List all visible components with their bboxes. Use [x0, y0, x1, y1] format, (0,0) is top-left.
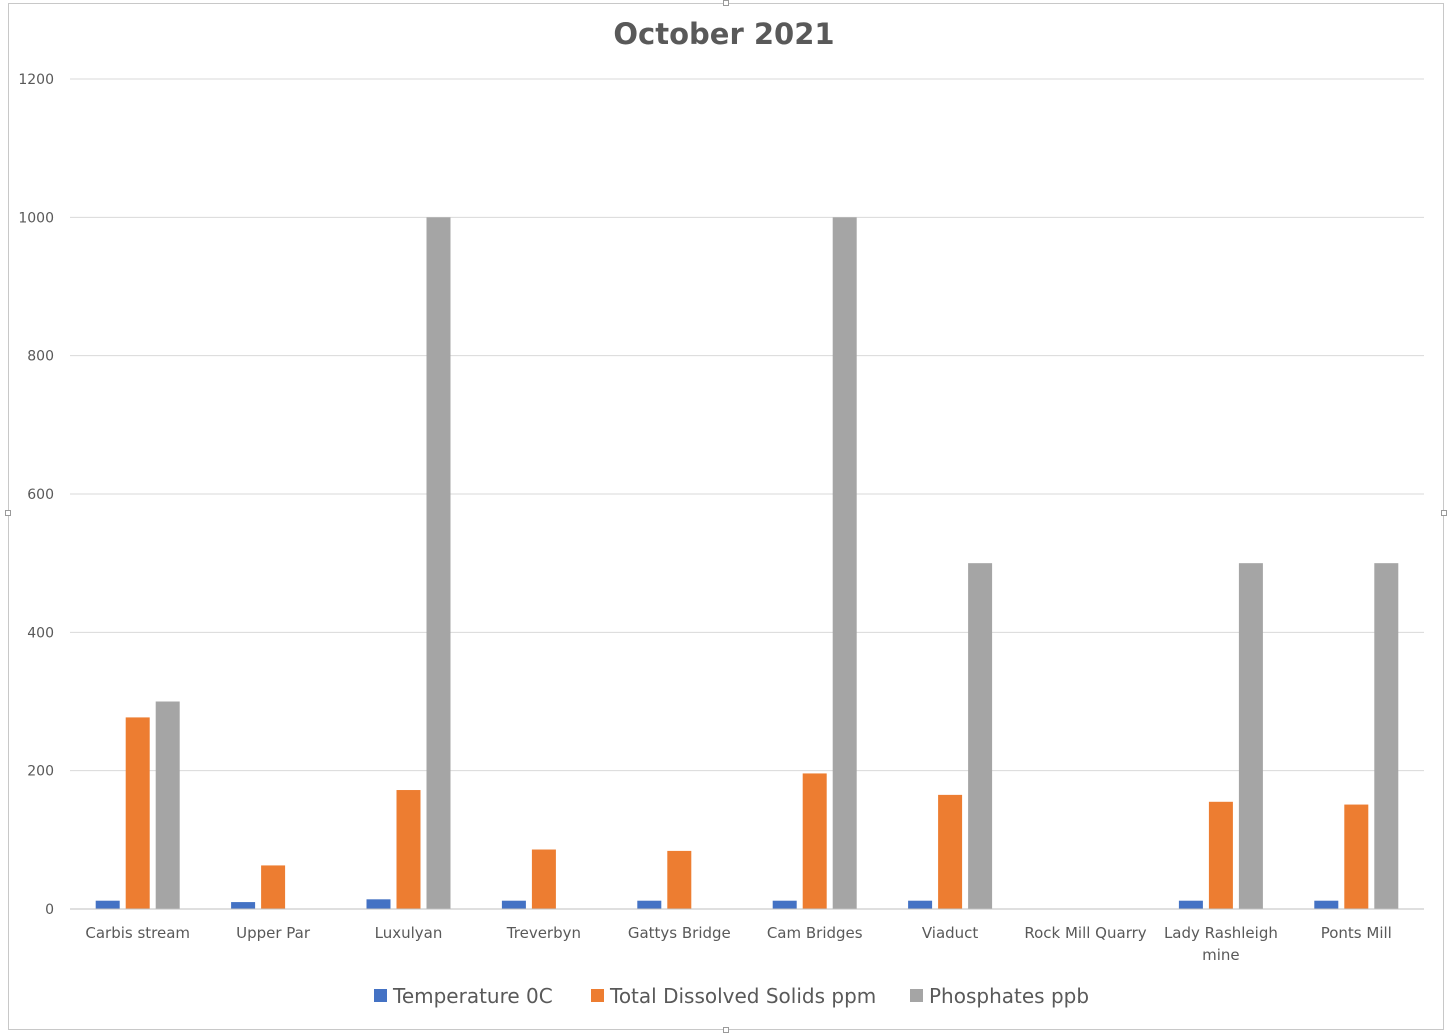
bar-phosphates-ppb-8[interactable]	[1238, 563, 1263, 909]
bar-total-dissolved-solids-ppm-5[interactable]	[802, 773, 827, 909]
bar-temperature-0c-9[interactable]	[1314, 900, 1339, 909]
category-label: Cam Bridges	[767, 924, 863, 942]
legend-label: Temperature 0C	[392, 984, 553, 1008]
legend-item-temperature-0c[interactable]: Temperature 0C	[374, 984, 553, 1008]
resize-handle-left[interactable]	[5, 510, 11, 516]
bar-temperature-0c-1[interactable]	[231, 902, 256, 909]
bar-temperature-0c-5[interactable]	[772, 900, 797, 909]
bar-total-dissolved-solids-ppm-3[interactable]	[531, 849, 556, 909]
category-label: Viaduct	[922, 924, 979, 942]
bar-total-dissolved-solids-ppm-2[interactable]	[396, 790, 421, 909]
category-label: Upper Par	[236, 924, 311, 942]
category-label: Ponts Mill	[1321, 924, 1392, 942]
legend-swatch	[910, 989, 923, 1002]
category-label: Carbis stream	[85, 924, 190, 942]
category-label: Lady Rashleigh mine	[1164, 924, 1278, 964]
resize-handle-top[interactable]	[723, 0, 729, 6]
bar-temperature-0c-4[interactable]	[637, 900, 662, 909]
y-tick-label: 0	[45, 902, 54, 918]
resize-handle-right[interactable]	[1441, 510, 1447, 516]
y-tick-label: 1200	[18, 72, 54, 88]
category-labels: Carbis stream Upper Par Luxulyan Treverbyn G…	[85, 924, 1391, 964]
legend-label: Total Dissolved Solids ppm	[609, 984, 876, 1008]
bar-total-dissolved-solids-ppm-1[interactable]	[261, 865, 286, 909]
bar-total-dissolved-solids-ppm-6[interactable]	[938, 794, 963, 909]
bar-total-dissolved-solids-ppm-8[interactable]	[1208, 801, 1233, 909]
y-tick-label: 600	[27, 487, 54, 503]
bar-total-dissolved-solids-ppm-4[interactable]	[667, 850, 692, 909]
bar-total-dissolved-solids-ppm-9[interactable]	[1344, 804, 1369, 909]
chart-title: October 2021	[613, 17, 834, 51]
legend-swatch	[374, 989, 387, 1002]
category-label: Treverbyn	[506, 924, 581, 942]
bar-temperature-0c-3[interactable]	[501, 900, 526, 909]
bar-phosphates-ppb-5[interactable]	[832, 217, 857, 910]
legend-label: Phosphates ppb	[929, 984, 1089, 1008]
category-label: Rock Mill Quarry	[1024, 924, 1146, 942]
y-tick-label: 1000	[18, 210, 54, 226]
bar-phosphates-ppb-2[interactable]	[426, 217, 451, 910]
bars	[95, 217, 1399, 910]
y-tick-label: 800	[27, 349, 54, 365]
legend-item-total-dissolved-solids-ppm[interactable]: Total Dissolved Solids ppm	[591, 984, 876, 1008]
category-label: Luxulyan	[375, 924, 443, 942]
bar-phosphates-ppb-0[interactable]	[155, 701, 180, 910]
bar-temperature-0c-6[interactable]	[908, 900, 933, 909]
gridlines	[70, 78, 1424, 772]
legend-swatch	[591, 989, 604, 1002]
bar-temperature-0c-8[interactable]	[1178, 900, 1203, 909]
bar-phosphates-ppb-9[interactable]	[1374, 563, 1399, 909]
y-axis-ticks: 0 200 400 600 800 1000 1200	[18, 72, 54, 918]
bar-phosphates-ppb-6[interactable]	[968, 563, 993, 909]
y-tick-label: 400	[27, 625, 54, 641]
bar-total-dissolved-solids-ppm-0[interactable]	[125, 717, 150, 909]
legend-item-phosphates-ppb[interactable]: Phosphates ppb	[910, 984, 1089, 1008]
category-label: Gattys Bridge	[628, 924, 731, 942]
resize-handle-bottom[interactable]	[723, 1027, 729, 1033]
legend: Temperature 0C Total Dissolved Solids ppm…	[374, 984, 1089, 1008]
bar-temperature-0c-0[interactable]	[95, 900, 120, 909]
bar-temperature-0c-2[interactable]	[366, 899, 391, 909]
y-tick-label: 200	[27, 764, 54, 780]
